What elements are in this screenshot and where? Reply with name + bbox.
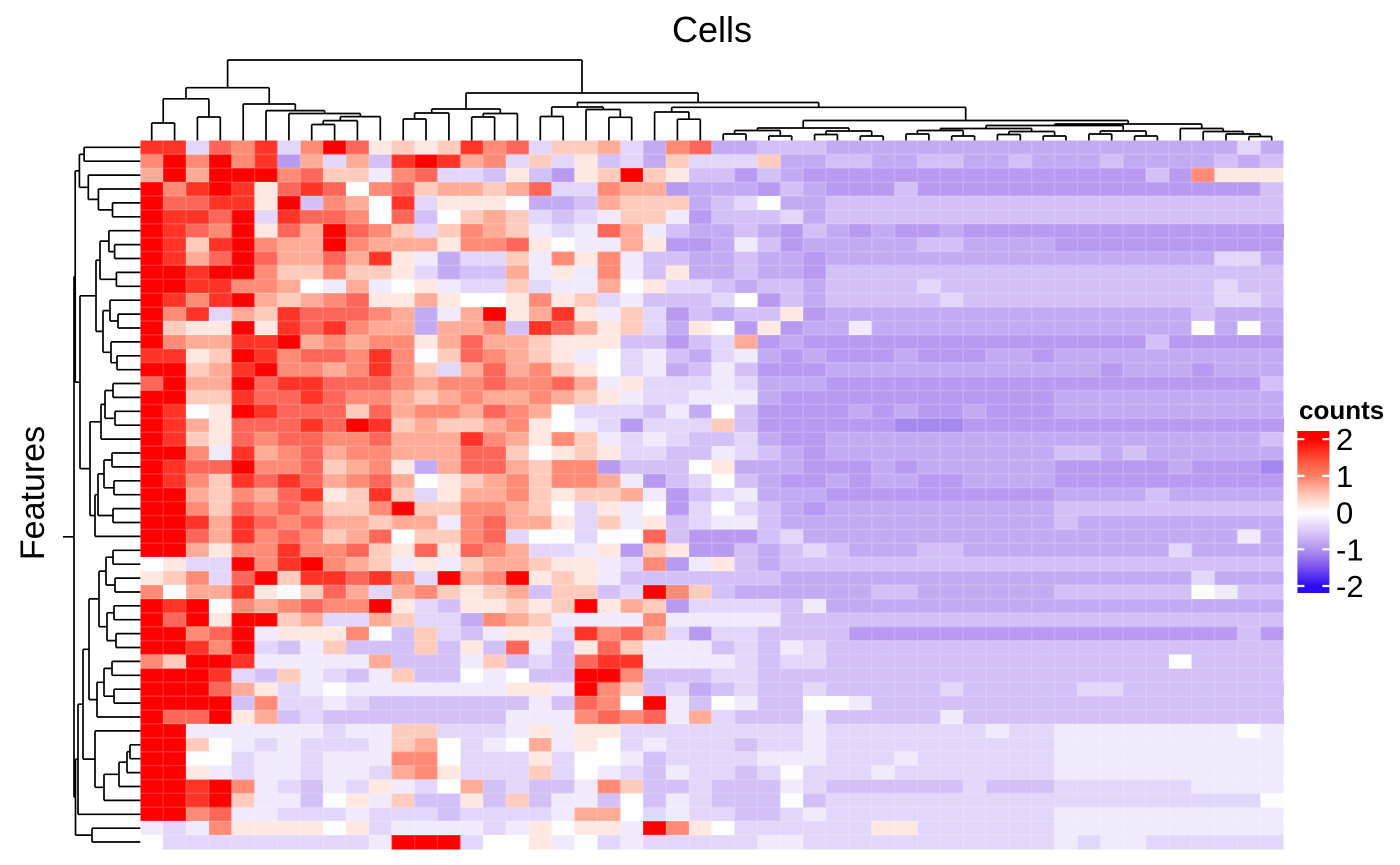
svg-text:0: 0 xyxy=(1336,496,1353,531)
svg-text:-2: -2 xyxy=(1336,569,1364,604)
svg-text:2: 2 xyxy=(1336,422,1353,457)
svg-text:counts: counts xyxy=(1299,395,1384,425)
svg-text:-1: -1 xyxy=(1336,532,1364,567)
svg-text:Cells: Cells xyxy=(672,9,752,50)
svg-text:1: 1 xyxy=(1336,459,1353,494)
svg-text:Features: Features xyxy=(14,426,52,560)
